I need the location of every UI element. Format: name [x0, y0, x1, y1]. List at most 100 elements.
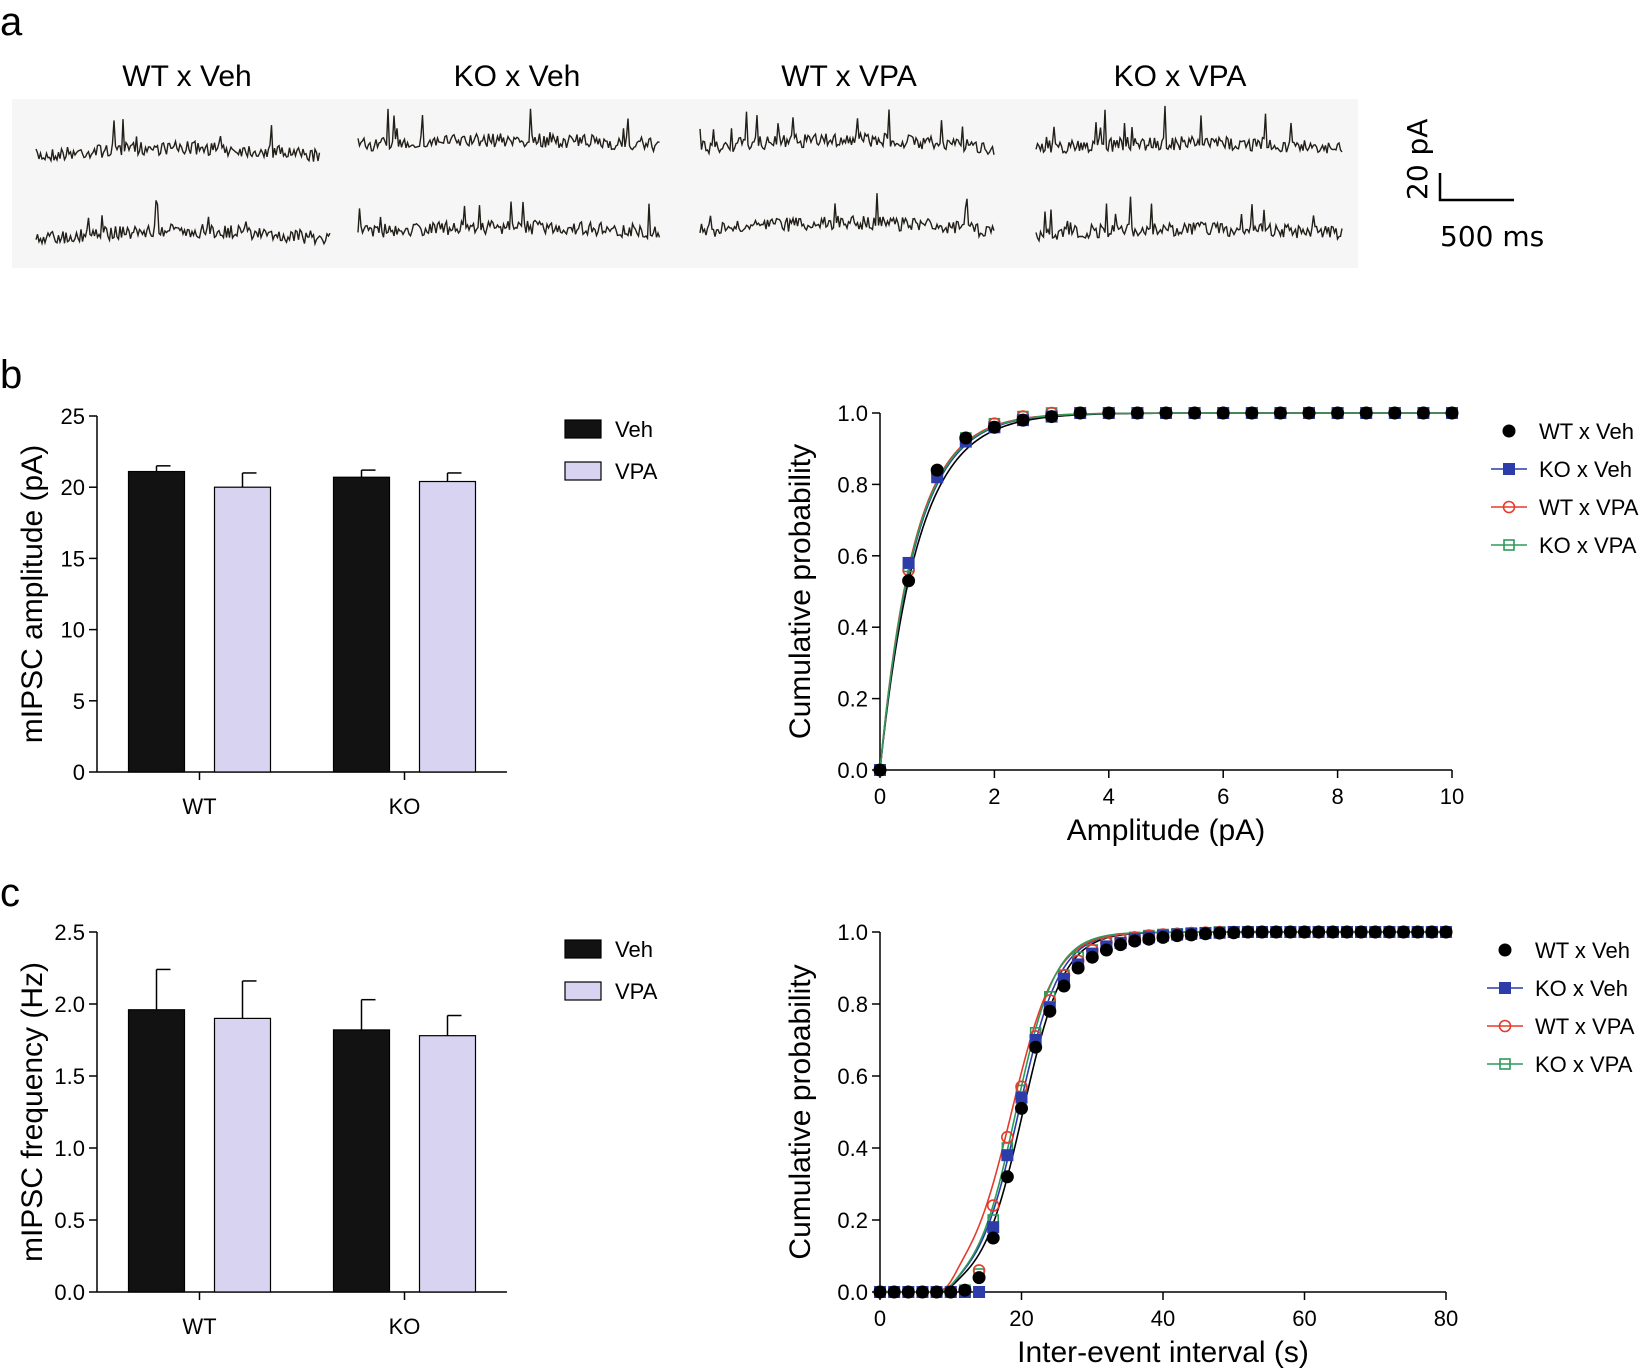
- y-axis-label: mIPSC amplitude (pA): [16, 445, 49, 743]
- data-point: [1312, 925, 1326, 939]
- legend-marker: [1503, 539, 1515, 551]
- data-point: [1184, 928, 1198, 942]
- data-point: [1128, 934, 1142, 948]
- legend-label: WT x VPA: [1535, 1014, 1635, 1039]
- legend-label: KO x Veh: [1539, 457, 1632, 482]
- legend-label: KO x Veh: [1535, 976, 1628, 1001]
- y-tick-label: 0.6: [837, 544, 868, 569]
- data-point: [1241, 925, 1255, 939]
- data-point: [1298, 925, 1311, 939]
- fit-curve: [879, 412, 1452, 771]
- bar: [127, 470, 186, 773]
- data-point: [1425, 925, 1439, 939]
- data-point: [873, 763, 887, 777]
- x-tick-label: 0: [874, 1306, 886, 1331]
- trace-8: [1035, 196, 1343, 243]
- legend-label: VPA: [615, 979, 658, 1004]
- y-tick-label: 0.2: [837, 687, 868, 712]
- data-point: [1000, 1170, 1014, 1184]
- x-tick-label: 6: [1217, 784, 1229, 809]
- x-tick-label: KO: [389, 794, 421, 819]
- bar: [418, 480, 477, 773]
- data-point: [1439, 925, 1453, 939]
- data-point: [1130, 406, 1144, 420]
- legend-label: WT x VPA: [1539, 495, 1639, 520]
- data-point: [972, 1271, 986, 1285]
- data-point: [944, 1285, 958, 1299]
- data-point: [987, 420, 1001, 434]
- data-point: [1001, 1130, 1014, 1144]
- legend-label: Veh: [615, 417, 653, 442]
- x-tick-label: 4: [1103, 784, 1115, 809]
- bar: [332, 476, 391, 773]
- fit-curve: [879, 412, 1452, 771]
- y-tick-label: 2.5: [54, 920, 85, 945]
- fit-curve: [880, 931, 1446, 1293]
- data-point: [1227, 926, 1241, 940]
- bar: [213, 1017, 272, 1293]
- scale-bar-x-label: 500 ms: [1440, 220, 1544, 253]
- y-tick-label: 5: [73, 689, 85, 714]
- data-point: [1331, 406, 1345, 420]
- data-point: [1170, 929, 1184, 943]
- data-point: [1071, 961, 1085, 975]
- y-tick-label: 0.4: [837, 1136, 868, 1161]
- fit-curve: [880, 931, 1446, 1293]
- data-point: [1269, 925, 1283, 939]
- amplitude-cdf-chart: 0.0 0.2 0.4 0.6 0.8 1.0 0 2 4 6 8 10 Cumulative prob…: [784, 401, 1639, 847]
- data-point: [1043, 1004, 1057, 1018]
- data-point: [986, 1231, 1000, 1245]
- trace-1: [35, 119, 321, 164]
- legend-marker: [1499, 982, 1511, 994]
- data-point: [902, 556, 915, 569]
- legend-marker: [1502, 500, 1516, 514]
- data-point: [915, 1285, 929, 1299]
- y-axis-label: mIPSC frequency (Hz): [16, 962, 49, 1262]
- traces-background: [12, 99, 1358, 268]
- bar: [418, 1035, 477, 1293]
- data-point: [1159, 406, 1173, 420]
- y-tick-label: 0.2: [837, 1208, 868, 1233]
- trace-label-ko-veh: KO x Veh: [454, 60, 581, 93]
- data-point: [1245, 406, 1259, 420]
- data-point: [987, 1221, 1000, 1234]
- y-tick-label: 0.8: [837, 472, 868, 497]
- x-tick-label: 8: [1331, 784, 1343, 809]
- data-point: [1326, 925, 1340, 939]
- trace-7: [699, 193, 995, 240]
- data-point: [901, 1285, 915, 1299]
- y-tick-label: 0.6: [837, 1064, 868, 1089]
- data-point: [930, 463, 944, 477]
- x-tick-label: 60: [1292, 1306, 1316, 1331]
- y-axis-label: Cumulative probability: [784, 964, 817, 1259]
- data-point: [1368, 925, 1382, 939]
- y-tick-label: 20: [61, 475, 85, 500]
- data-point: [1283, 925, 1297, 939]
- y-tick-label: 10: [61, 618, 85, 643]
- y-tick-label: 0.5: [54, 1208, 85, 1233]
- data-point: [959, 431, 973, 445]
- bar: [127, 1009, 186, 1293]
- fit-curve: [880, 931, 1446, 1293]
- x-tick-label: 10: [1440, 784, 1464, 809]
- y-tick-label: 0.0: [837, 758, 868, 783]
- x-tick-label: KO: [389, 1314, 421, 1339]
- data-point: [930, 1285, 944, 1299]
- trace-5: [35, 200, 331, 247]
- data-point: [1255, 925, 1269, 939]
- data-point: [1015, 1091, 1028, 1104]
- data-point: [1085, 950, 1099, 964]
- x-tick-label: WT: [182, 794, 216, 819]
- legend-marker: [1498, 1019, 1512, 1033]
- data-point: [1416, 406, 1430, 420]
- interval-cdf-chart: 0.0 0.2 0.4 0.6 0.8 1.0 0 20 40 60 80 Cumulative pr…: [784, 920, 1635, 1369]
- y-tick-label: 0.0: [837, 1280, 868, 1305]
- y-tick-label: 25: [61, 404, 85, 429]
- y-tick-label: 0.8: [837, 992, 868, 1017]
- legend-label: KO x VPA: [1539, 533, 1637, 558]
- legend-marker: [1499, 1058, 1511, 1070]
- scale-bar: [1438, 173, 1514, 202]
- data-point: [1388, 406, 1402, 420]
- data-point: [1057, 979, 1071, 993]
